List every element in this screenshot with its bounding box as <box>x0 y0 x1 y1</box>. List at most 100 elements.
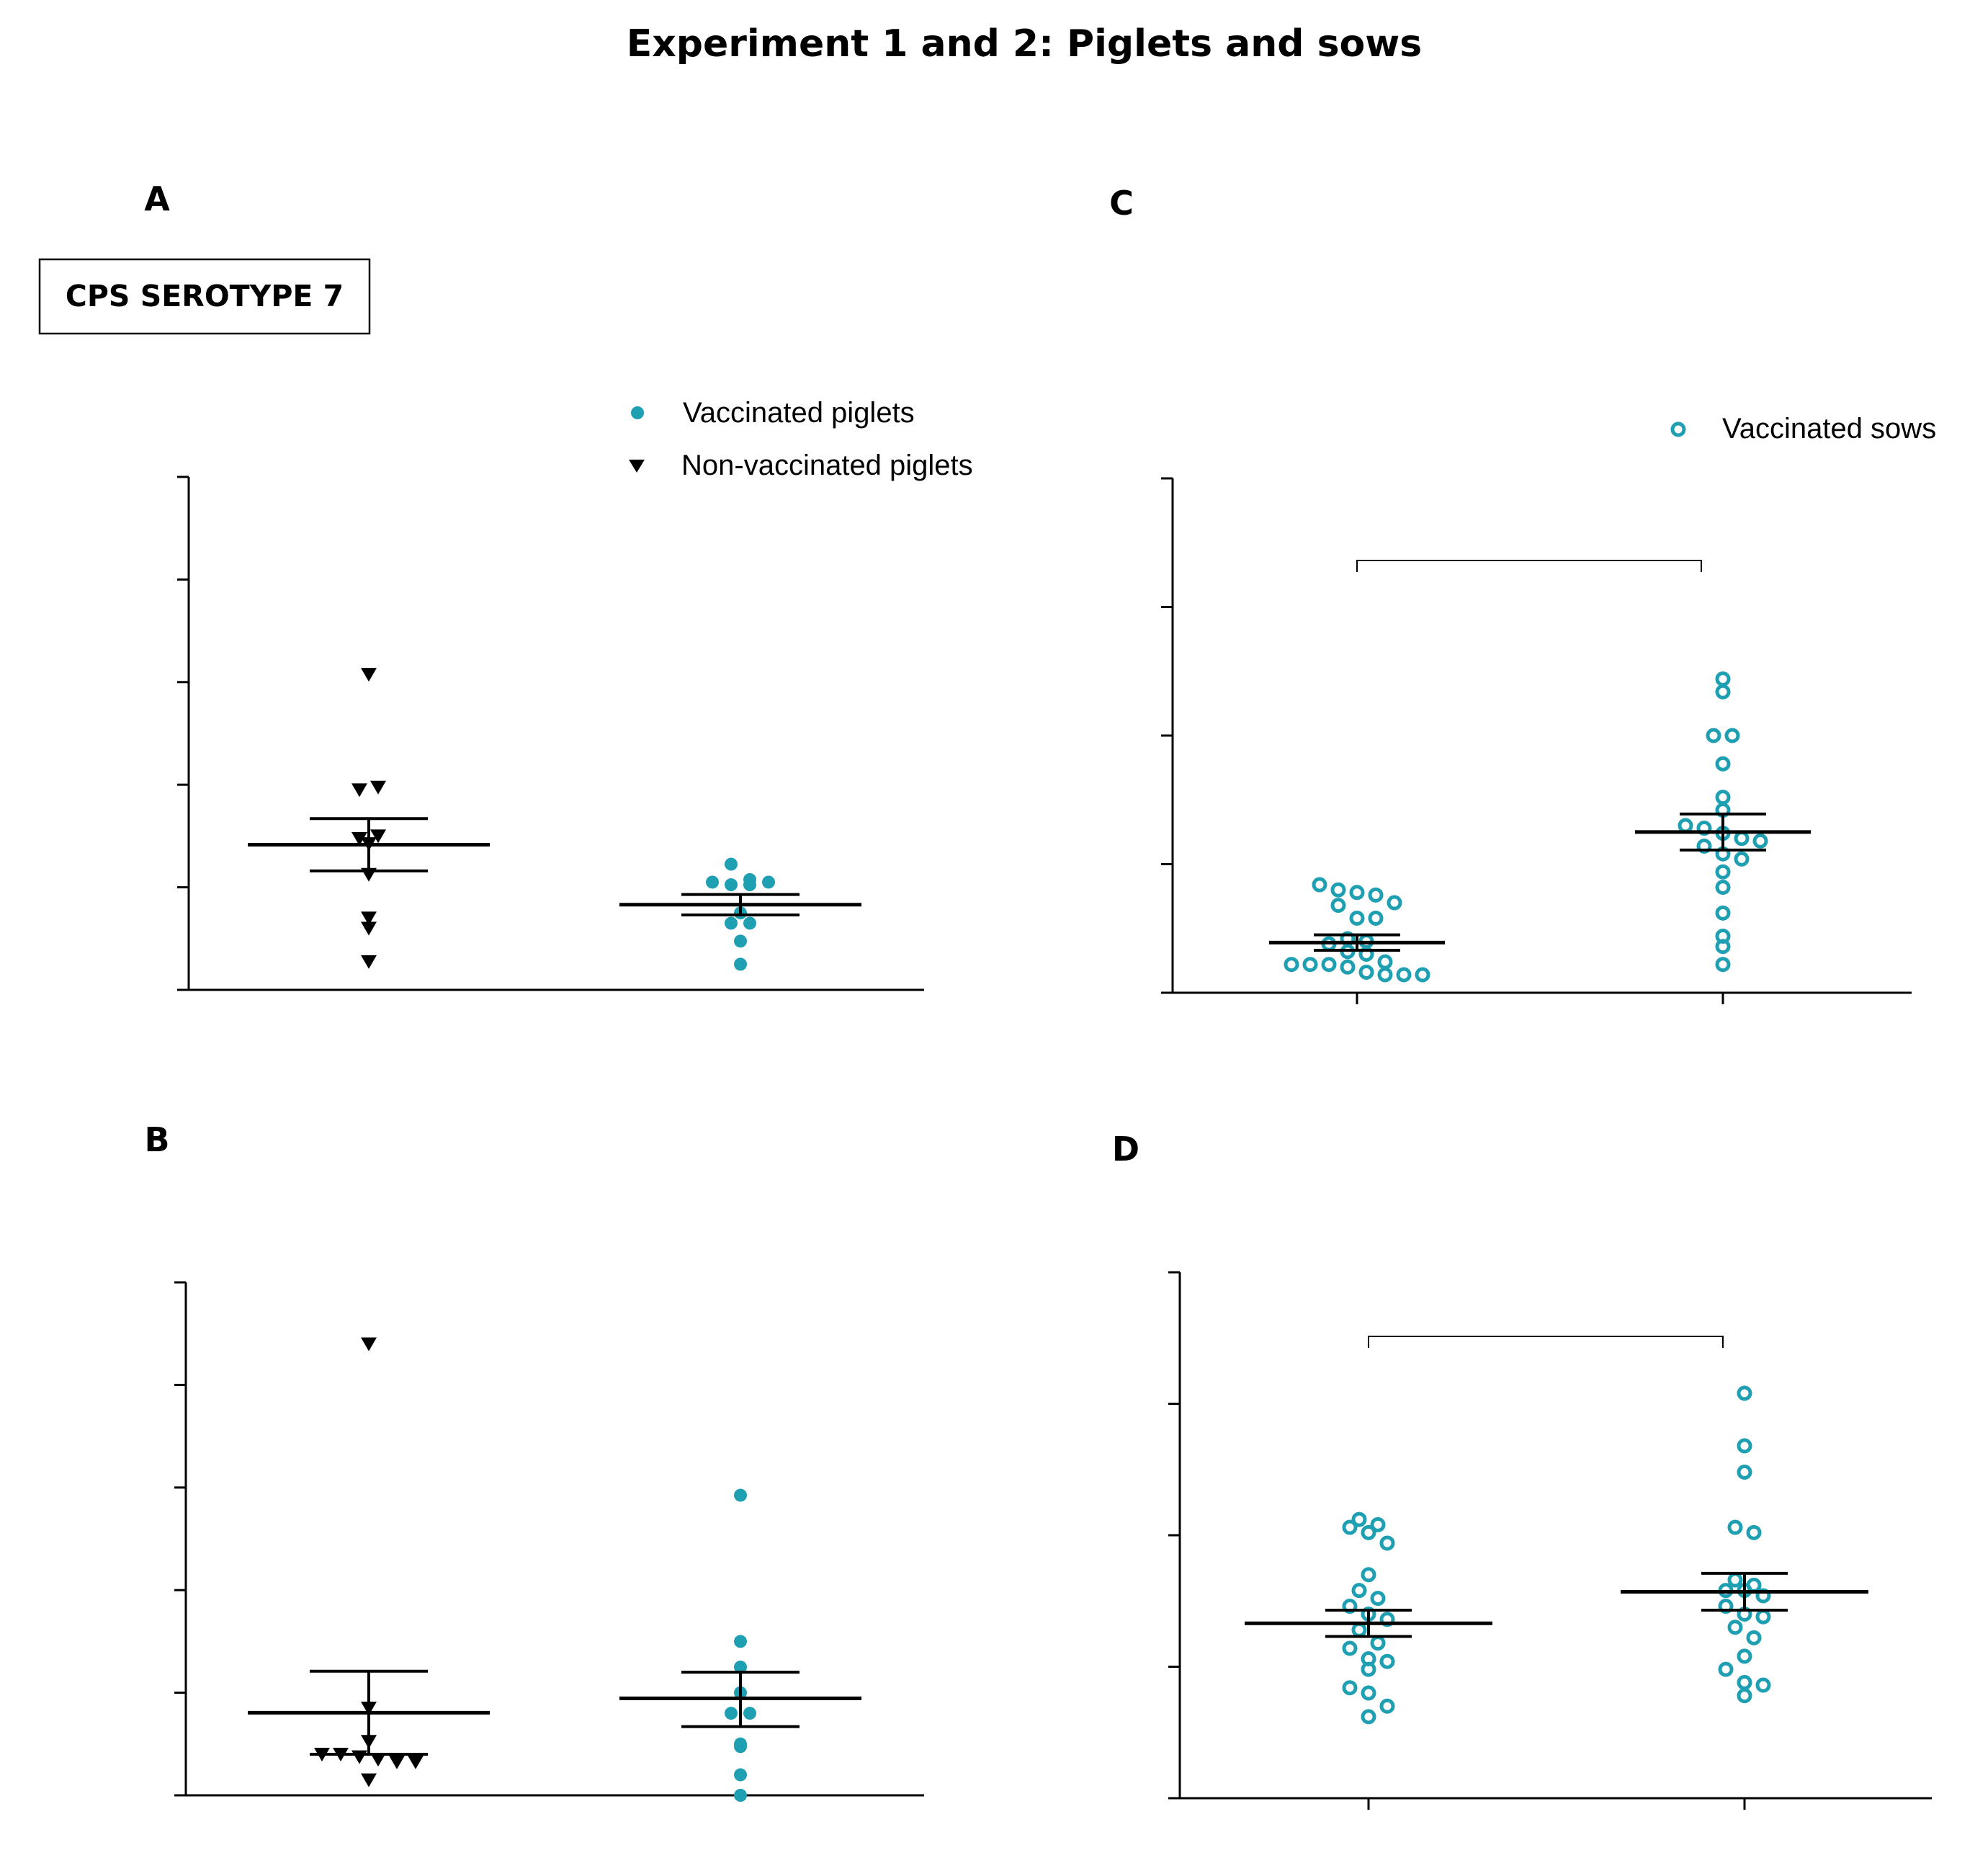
data-point <box>734 934 747 948</box>
data-point <box>725 1707 738 1720</box>
data-point <box>1330 898 1346 914</box>
data-point <box>1715 790 1731 805</box>
data-point <box>1755 1677 1771 1693</box>
data-point <box>1370 1517 1386 1532</box>
data-point <box>725 857 738 871</box>
legend-piglets: Vaccinated piglets Non-vaccinated piglet… <box>629 397 973 481</box>
data-point <box>1746 1630 1762 1645</box>
data-point <box>1368 910 1384 926</box>
data-point <box>361 921 377 936</box>
data-point <box>351 1750 367 1764</box>
panel-label-b: B <box>144 1120 169 1159</box>
data-point <box>743 916 756 930</box>
panel-label-a: A <box>144 179 170 218</box>
data-point <box>725 916 738 930</box>
data-point <box>1351 1583 1367 1599</box>
data-point <box>1377 954 1393 970</box>
data-point <box>1715 756 1731 772</box>
data-point <box>1379 1535 1395 1551</box>
panel-b-chart <box>174 1281 924 1802</box>
data-point <box>1715 684 1731 700</box>
legend-label-non-vaccinated-piglets: Non-vaccinated piglets <box>681 450 973 481</box>
data-point <box>1330 882 1346 898</box>
panel-d-chart <box>1168 1271 1932 1810</box>
data-point <box>1734 831 1750 847</box>
data-point <box>1737 1385 1752 1401</box>
data-point <box>361 955 377 969</box>
panel-a-chart <box>177 475 924 991</box>
data-point <box>1377 967 1393 983</box>
data-point <box>1370 1591 1386 1607</box>
data-point <box>1715 864 1731 880</box>
serotype-label: CPS SEROTYPE 7 <box>66 279 344 313</box>
data-point <box>1715 957 1731 973</box>
data-point <box>1724 728 1740 743</box>
significance-bracket <box>1368 1336 1724 1348</box>
data-point <box>734 1789 747 1802</box>
data-point <box>1379 1698 1395 1714</box>
panel-label-c: C <box>1109 184 1134 223</box>
data-point <box>351 831 367 846</box>
data-point <box>1678 818 1693 834</box>
data-point <box>1340 931 1356 947</box>
data-point <box>743 872 756 886</box>
data-point <box>734 1768 747 1782</box>
data-point <box>370 780 386 795</box>
data-point <box>1696 821 1712 836</box>
data-point <box>1706 728 1721 743</box>
data-point <box>706 875 719 889</box>
data-point <box>1361 1524 1376 1540</box>
data-point <box>1415 967 1430 983</box>
data-point <box>1727 1620 1743 1635</box>
legend-marker-vaccinated-sows <box>1670 421 1686 437</box>
data-point <box>1368 887 1384 903</box>
data-point <box>351 783 367 798</box>
data-point <box>1284 957 1299 973</box>
data-point <box>1340 959 1356 975</box>
data-point <box>1302 957 1318 973</box>
data-point <box>762 875 775 889</box>
data-point <box>1379 1653 1395 1669</box>
legend-marker-vaccinated-piglets <box>631 406 644 419</box>
data-point <box>1342 1640 1358 1656</box>
data-point <box>1727 1519 1743 1535</box>
data-point <box>1342 1680 1358 1696</box>
data-point <box>1715 880 1731 895</box>
data-point <box>408 1755 424 1769</box>
data-point <box>1351 1511 1367 1527</box>
data-point <box>1737 1648 1752 1664</box>
data-point <box>1387 895 1402 911</box>
data-point <box>1351 1622 1367 1638</box>
data-point <box>1370 1635 1386 1651</box>
data-point <box>1737 1438 1752 1454</box>
data-point <box>1737 1674 1752 1690</box>
data-point <box>1349 885 1365 901</box>
data-point <box>1734 851 1750 867</box>
data-point <box>1696 839 1712 854</box>
data-point <box>1755 1588 1771 1604</box>
data-point <box>1361 1709 1376 1725</box>
figure-title: Experiment 1 and 2: Piglets and sows <box>627 22 1423 66</box>
data-point <box>1379 1612 1395 1627</box>
data-point <box>1737 1464 1752 1480</box>
data-point <box>1718 1599 1734 1614</box>
data-point <box>1361 1685 1376 1701</box>
data-point <box>1349 910 1365 926</box>
data-point <box>370 1753 386 1767</box>
legend-sows: Vaccinated sows <box>1670 413 1936 445</box>
significance-bracket <box>1356 560 1702 572</box>
data-point <box>1746 1524 1762 1540</box>
data-point <box>1342 1599 1358 1614</box>
data-point <box>1396 967 1412 983</box>
data-point <box>1718 1661 1734 1677</box>
data-point <box>361 1773 377 1787</box>
data-point <box>1746 1577 1762 1593</box>
data-point <box>1361 1567 1376 1583</box>
data-point <box>1715 671 1731 687</box>
data-point <box>1727 1572 1743 1588</box>
legend-label-vaccinated-sows: Vaccinated sows <box>1722 413 1936 445</box>
serotype-box <box>38 258 371 335</box>
data-point <box>361 668 377 682</box>
legend-label-vaccinated-piglets: Vaccinated piglets <box>683 397 915 429</box>
